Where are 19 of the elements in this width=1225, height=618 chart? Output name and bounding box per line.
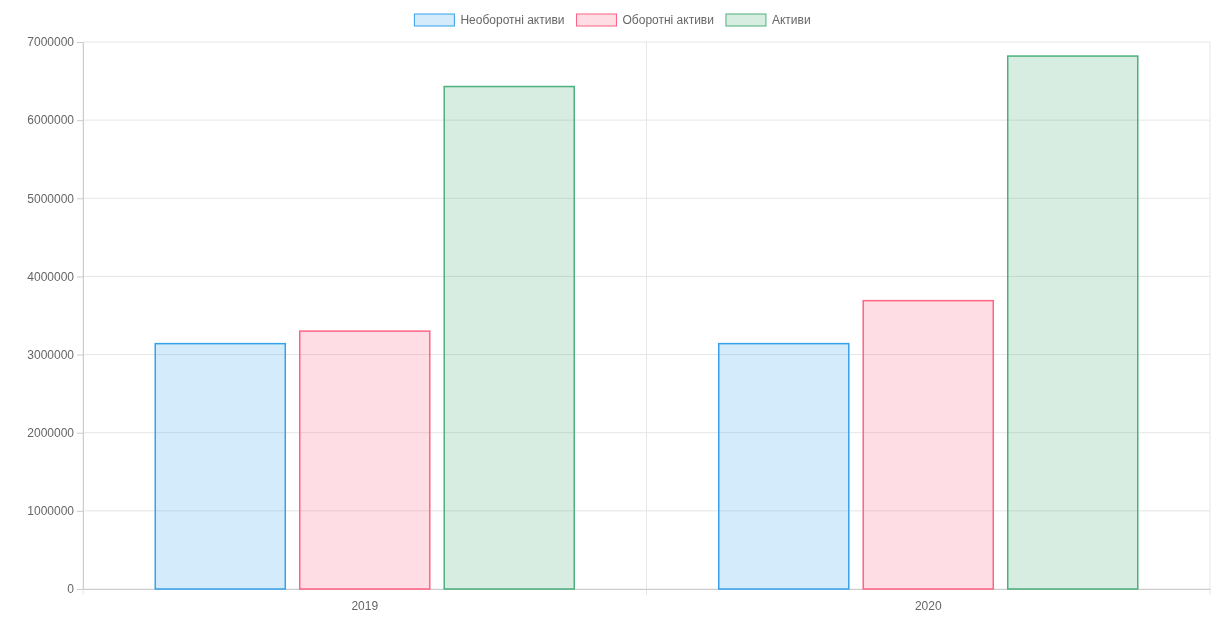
- bar: [717, 342, 850, 590]
- y-tick-label: 5000000: [27, 191, 75, 206]
- y-tick-label: 6000000: [27, 113, 75, 128]
- y-tick-label: 2000000: [27, 426, 75, 441]
- y-tick-label: 7000000: [27, 35, 75, 50]
- y-tick-label: 4000000: [27, 269, 75, 284]
- bar: [443, 85, 576, 590]
- legend-label: Активи: [771, 13, 811, 27]
- y-tick-label: 1000000: [27, 504, 75, 519]
- legend-label: Необоротні активи: [460, 13, 565, 27]
- legend-label: Оборотні активи: [622, 13, 714, 27]
- bar: [298, 330, 431, 590]
- x-tick-label: 2020: [914, 598, 942, 613]
- x-tick-label: 2019: [351, 598, 379, 613]
- bar: [862, 299, 995, 590]
- bar: [154, 342, 287, 590]
- bar: [1006, 55, 1139, 590]
- y-tick-label: 3000000: [27, 347, 75, 362]
- y-tick-label: 0: [67, 582, 75, 597]
